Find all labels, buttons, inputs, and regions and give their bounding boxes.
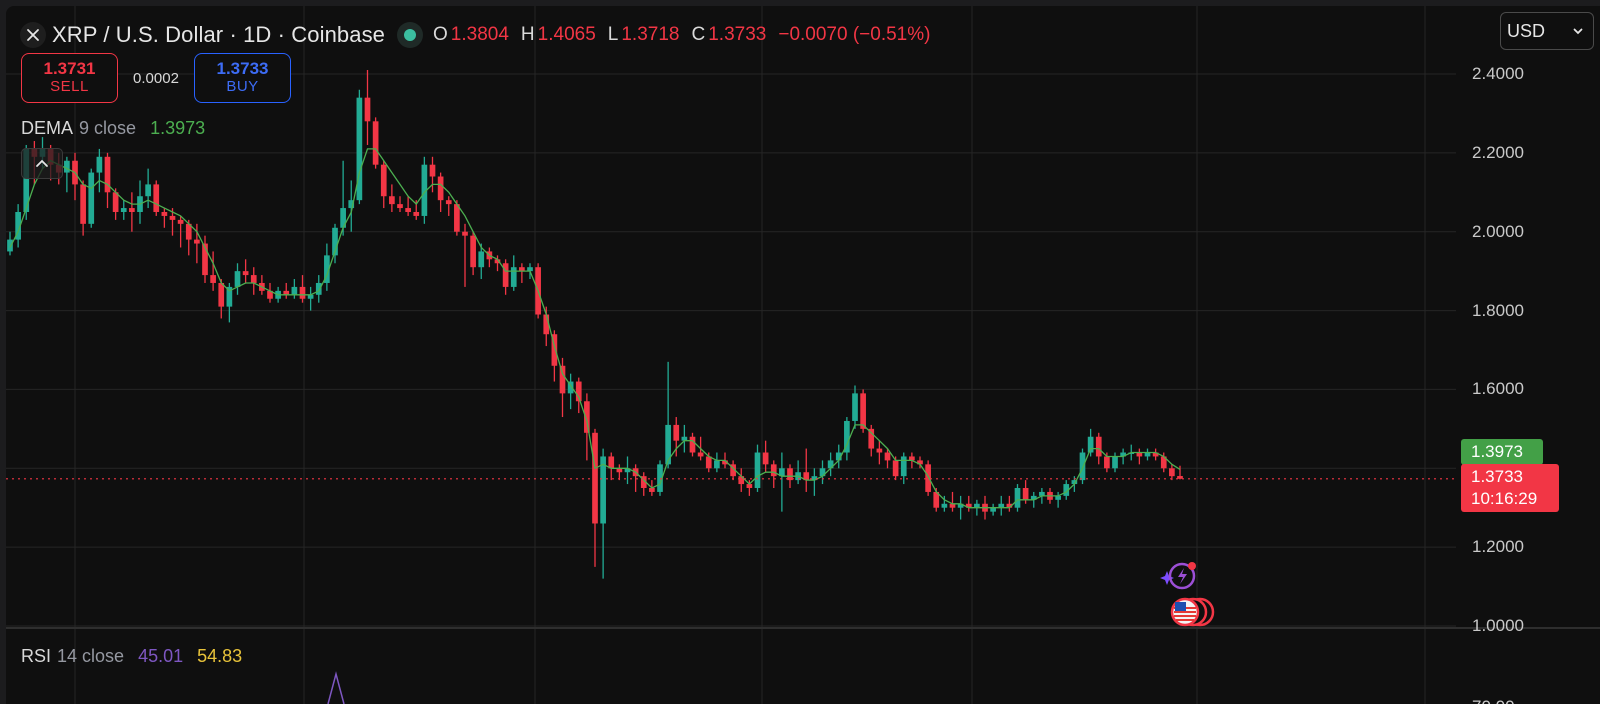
price-axis-label: 1.6000 — [1472, 379, 1524, 399]
price-axis-label: 2.0000 — [1472, 221, 1524, 241]
close-value: 1.3733 — [708, 24, 767, 45]
dema-legend[interactable]: DEMA 9 close 1.3973 — [21, 118, 205, 139]
currency-select[interactable]: USD — [1500, 12, 1594, 50]
sell-button[interactable]: 1.3731 SELL — [21, 53, 118, 103]
collapse-legend-button[interactable] — [21, 148, 63, 179]
bar-countdown: 10:16:29 — [1471, 489, 1538, 508]
price-axis-label: 1.2000 — [1472, 537, 1524, 557]
sell-label: SELL — [50, 78, 89, 96]
buy-price: 1.3733 — [216, 59, 269, 79]
price-axis-label: 1.8000 — [1472, 300, 1524, 320]
trade-panel: 1.3731 SELL 0.0002 1.3733 BUY — [21, 53, 291, 103]
dema-value: 1.3973 — [150, 118, 206, 138]
high-value: 1.4065 — [537, 24, 596, 45]
low-value: 1.3718 — [621, 24, 680, 45]
last-price-tag: 1.3733 10:16:29 — [1461, 464, 1559, 512]
close-label: C — [691, 24, 706, 45]
chevron-up-icon — [36, 159, 48, 167]
price-axis-label: 2.4000 — [1472, 64, 1524, 83]
rsi-legend[interactable]: RSI 14 close 45.01 54.83 — [21, 646, 242, 667]
dema-name: DEMA — [21, 118, 74, 138]
buy-button[interactable]: 1.3733 BUY — [194, 53, 291, 103]
symbol-title[interactable]: XRP / U.S. Dollar · 1D · Coinbase — [52, 22, 386, 47]
last-price-value: 1.3733 — [1471, 467, 1523, 486]
open-label: O — [433, 24, 448, 45]
price-chart-canvas[interactable] — [6, 6, 1600, 704]
sell-price: 1.3731 — [43, 59, 96, 79]
dema-price-tag: 1.3973 — [1461, 439, 1543, 465]
price-axis-label: 2.2000 — [1472, 142, 1524, 162]
open-value: 1.3804 — [450, 24, 509, 45]
price-axis-label: 1.0000 — [1472, 616, 1524, 635]
us-economic-events-icon[interactable] — [1166, 596, 1216, 628]
low-label: L — [607, 24, 619, 45]
rsi-name: RSI — [21, 646, 52, 666]
rsi-value: 45.01 — [138, 646, 184, 666]
dema-params: 9 close — [79, 118, 137, 138]
rsi-ma-value: 54.83 — [197, 646, 243, 666]
rsi-params: 14 close — [57, 646, 125, 666]
ohlc-values: O 1.3804 H 1.4065 L 1.3718 C 1.3733 −0.0… — [433, 24, 930, 46]
market-open-dot-icon — [397, 22, 424, 48]
rsi-axis-label: 70.00 — [1472, 697, 1515, 704]
high-label: H — [520, 24, 535, 45]
price-change: −0.0070 (−0.51%) — [778, 24, 931, 45]
chevron-down-icon — [1573, 28, 1583, 34]
dema-tag-value: 1.3973 — [1471, 442, 1523, 461]
chart-window: XRP / U.S. Dollar · 1D · Coinbase O 1.38… — [6, 6, 1600, 704]
spread-value: 0.0002 — [133, 69, 179, 87]
close-button[interactable] — [20, 22, 46, 48]
chart-header: XRP / U.S. Dollar · 1D · Coinbase O 1.38… — [20, 20, 930, 50]
currency-value: USD — [1507, 20, 1546, 41]
earnings-event-icon[interactable] — [1158, 559, 1198, 593]
close-x-icon — [27, 29, 39, 41]
buy-label: BUY — [226, 78, 259, 96]
